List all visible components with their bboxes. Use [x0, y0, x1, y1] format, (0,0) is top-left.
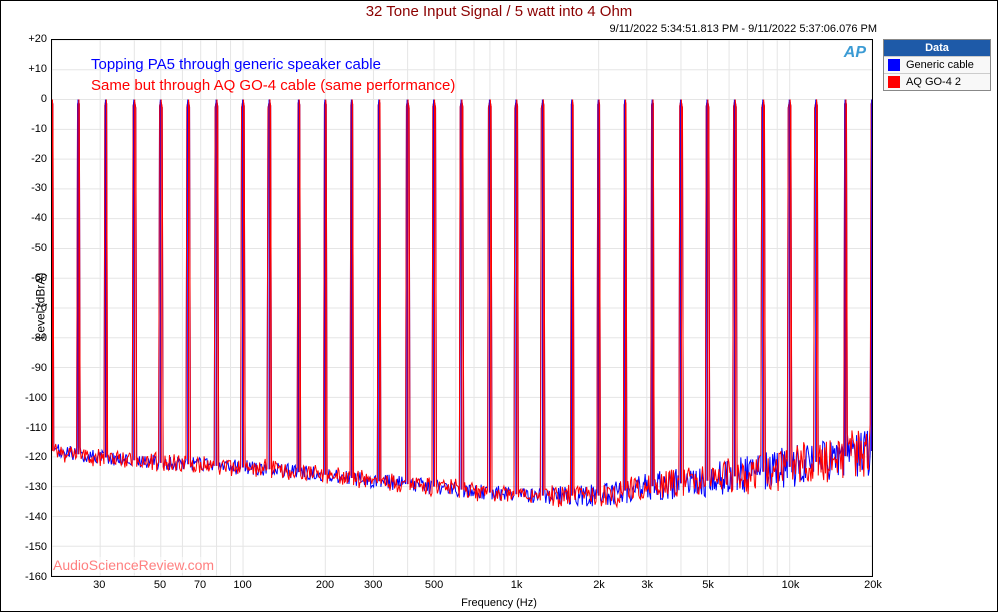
- y-tick: 0: [7, 93, 47, 105]
- x-axis-label: Frequency (Hz): [461, 597, 537, 609]
- y-tick: -80: [7, 332, 47, 344]
- y-tick: -10: [7, 123, 47, 135]
- y-tick: -140: [7, 511, 47, 523]
- x-tick: 200: [316, 579, 334, 591]
- x-tick: 1k: [511, 579, 523, 591]
- y-tick: -100: [7, 392, 47, 404]
- x-tick: 5k: [702, 579, 714, 591]
- x-tick: 20k: [864, 579, 882, 591]
- x-tick: 3k: [641, 579, 653, 591]
- x-tick: 10k: [782, 579, 800, 591]
- y-tick: -40: [7, 212, 47, 224]
- chart-title: 32 Tone Input Signal / 5 watt into 4 Ohm: [1, 3, 997, 20]
- legend-row: Generic cable: [884, 56, 990, 73]
- timestamp: 9/11/2022 5:34:51.813 PM - 9/11/2022 5:3…: [610, 23, 877, 35]
- legend-swatch-generic: [888, 59, 900, 71]
- x-tick: 70: [194, 579, 206, 591]
- legend-swatch-aq: [888, 76, 900, 88]
- y-tick: -130: [7, 481, 47, 493]
- y-tick: +10: [7, 63, 47, 75]
- y-tick: -110: [7, 422, 47, 434]
- y-tick: -150: [7, 541, 47, 553]
- x-tick: 500: [425, 579, 443, 591]
- annotation-generic-cable: Topping PA5 through generic speaker cabl…: [91, 56, 381, 73]
- y-tick: -20: [7, 153, 47, 165]
- x-tick: 100: [233, 579, 251, 591]
- y-tick: -60: [7, 272, 47, 284]
- legend-row: AQ GO-4 2: [884, 73, 990, 90]
- chart-container: 32 Tone Input Signal / 5 watt into 4 Ohm…: [0, 0, 998, 612]
- legend: Data Generic cable AQ GO-4 2: [883, 39, 991, 91]
- x-tick: 30: [93, 579, 105, 591]
- annotation-aq-cable: Same but through AQ GO-4 cable (same per…: [91, 77, 455, 94]
- x-tick: 50: [154, 579, 166, 591]
- y-tick: -90: [7, 362, 47, 374]
- legend-label: Generic cable: [906, 59, 974, 71]
- ap-logo: AP: [842, 44, 868, 62]
- spectrum-plot: [52, 40, 872, 576]
- plot-area: AP: [51, 39, 873, 577]
- y-tick: +20: [7, 33, 47, 45]
- y-tick: -120: [7, 451, 47, 463]
- legend-label: AQ GO-4 2: [906, 76, 961, 88]
- y-tick: -50: [7, 242, 47, 254]
- y-tick: -70: [7, 302, 47, 314]
- y-tick: -160: [7, 571, 47, 583]
- x-tick: 300: [364, 579, 382, 591]
- y-tick: -30: [7, 182, 47, 194]
- x-tick: 2k: [593, 579, 605, 591]
- watermark: AudioScienceReview.com: [53, 557, 214, 573]
- legend-header: Data: [884, 40, 990, 56]
